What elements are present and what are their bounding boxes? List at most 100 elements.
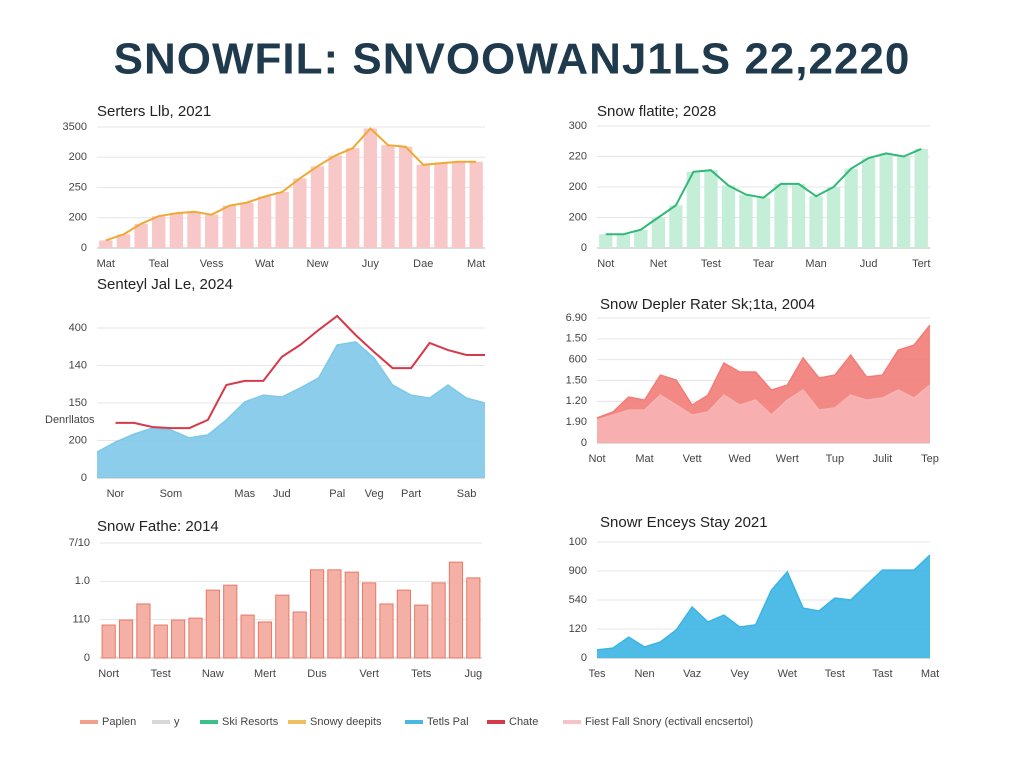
- bar: [257, 196, 272, 248]
- x-tick-label: Nor: [107, 488, 125, 500]
- bar: [222, 205, 236, 248]
- bar: [879, 153, 893, 248]
- x-tick-label: Man: [805, 258, 826, 270]
- bar: [363, 128, 378, 248]
- x-tick-label: New: [306, 258, 328, 270]
- x-tick-label: Tes: [588, 668, 606, 680]
- bar: [171, 619, 186, 659]
- bar: [381, 145, 395, 248]
- bar: [223, 584, 238, 659]
- x-tick-label: Net: [650, 258, 667, 270]
- y-tick-label: 400: [69, 322, 87, 334]
- y-tick-label: 3500: [63, 121, 87, 133]
- y-tick-label: 110: [72, 614, 90, 626]
- y-tick-label: 1.90: [566, 416, 587, 428]
- legend-label: Chate: [509, 716, 538, 728]
- bar: [914, 148, 928, 248]
- y-tick-label: 150: [69, 397, 87, 409]
- chart-title: Senteyl Jal Le, 2024: [97, 276, 233, 293]
- legend-label: Ski Resorts: [222, 716, 279, 728]
- bar: [396, 589, 411, 659]
- x-tick-label: Nort: [98, 668, 119, 680]
- y-tick-label: 0: [81, 472, 87, 484]
- x-tick-label: Not: [597, 258, 614, 270]
- chart-title: Snow Depler Rater Sk;1ta, 2004: [600, 296, 815, 313]
- x-tick-label: Vey: [731, 668, 750, 680]
- y-tick-label: 1.20: [566, 395, 587, 407]
- y-axis-label: Denrllatos: [45, 414, 95, 426]
- x-tick-label: Mat: [635, 453, 653, 465]
- bar: [116, 234, 131, 248]
- legend-label: Tetls Pal: [427, 716, 469, 728]
- x-tick-label: Jug: [464, 668, 482, 680]
- y-tick-label: 6.90: [566, 312, 587, 324]
- main-title: SNOWFIL: SNVOOWANJ1LS 22,2220: [114, 35, 911, 84]
- x-tick-label: Tets: [411, 668, 432, 680]
- area-edge: [596, 324, 931, 419]
- x-tick-label: Jud: [860, 258, 878, 270]
- bar: [188, 617, 203, 659]
- x-tick-label: Wed: [729, 453, 751, 465]
- line: [105, 127, 477, 242]
- bar: [293, 178, 307, 248]
- x-tick-label: Wat: [255, 258, 274, 270]
- area: [597, 385, 930, 443]
- bar: [240, 614, 255, 659]
- x-tick-label: Sab: [457, 488, 477, 500]
- bar: [861, 158, 876, 248]
- y-tick-label: 900: [569, 565, 587, 577]
- y-tick-label: 200: [69, 212, 87, 224]
- bar: [774, 183, 788, 248]
- y-tick-label: 200: [569, 211, 587, 223]
- bar: [599, 234, 613, 248]
- y-tick-label: 0: [581, 652, 587, 664]
- bar: [275, 192, 289, 248]
- y-tick-label: 0: [81, 242, 87, 254]
- x-tick-label: Not: [588, 453, 605, 465]
- x-tick-label: Tear: [753, 258, 775, 270]
- bar: [434, 163, 448, 248]
- legend-label: y: [174, 716, 180, 728]
- x-tick-label: Pal: [329, 488, 345, 500]
- bar: [616, 234, 630, 248]
- area-edge: [96, 341, 486, 453]
- bar: [152, 216, 166, 248]
- area: [597, 555, 930, 658]
- y-tick-label: 540: [569, 594, 587, 606]
- bar: [721, 185, 736, 248]
- bar: [379, 603, 394, 659]
- x-tick-label: Test: [825, 668, 845, 680]
- bar: [134, 223, 148, 248]
- x-tick-label: Wet: [778, 668, 797, 680]
- y-tick-label: 300: [569, 120, 587, 132]
- y-tick-label: 120: [569, 623, 587, 635]
- bar: [292, 611, 307, 659]
- bar: [309, 569, 325, 659]
- area-edge: [596, 554, 931, 651]
- x-tick-label: Mat: [921, 668, 939, 680]
- x-tick-label: Julit: [873, 453, 893, 465]
- x-tick-label: Tast: [872, 668, 892, 680]
- bar: [327, 569, 342, 659]
- x-tick-label: Mat: [467, 258, 485, 270]
- y-tick-label: 1.0: [75, 575, 90, 587]
- y-tick-label: 200: [69, 434, 87, 446]
- bar: [204, 214, 219, 248]
- area-edge: [596, 384, 931, 421]
- bar: [414, 604, 429, 659]
- y-tick-label: 0: [581, 242, 587, 254]
- x-tick-label: Vett: [683, 453, 702, 465]
- bar: [634, 229, 648, 248]
- x-tick-label: Vert: [359, 668, 379, 680]
- bar: [469, 161, 483, 248]
- x-tick-label: Test: [701, 258, 721, 270]
- line: [115, 314, 485, 430]
- legend-label: Snowy deepits: [310, 716, 382, 728]
- x-tick-label: Juy: [362, 258, 380, 270]
- y-tick-label: 100: [569, 536, 587, 548]
- bar: [651, 217, 666, 248]
- x-tick-label: Tep: [921, 453, 939, 465]
- y-tick-label: 200: [569, 181, 587, 193]
- y-tick-label: 0: [84, 652, 90, 664]
- x-tick-label: Tert: [912, 258, 930, 270]
